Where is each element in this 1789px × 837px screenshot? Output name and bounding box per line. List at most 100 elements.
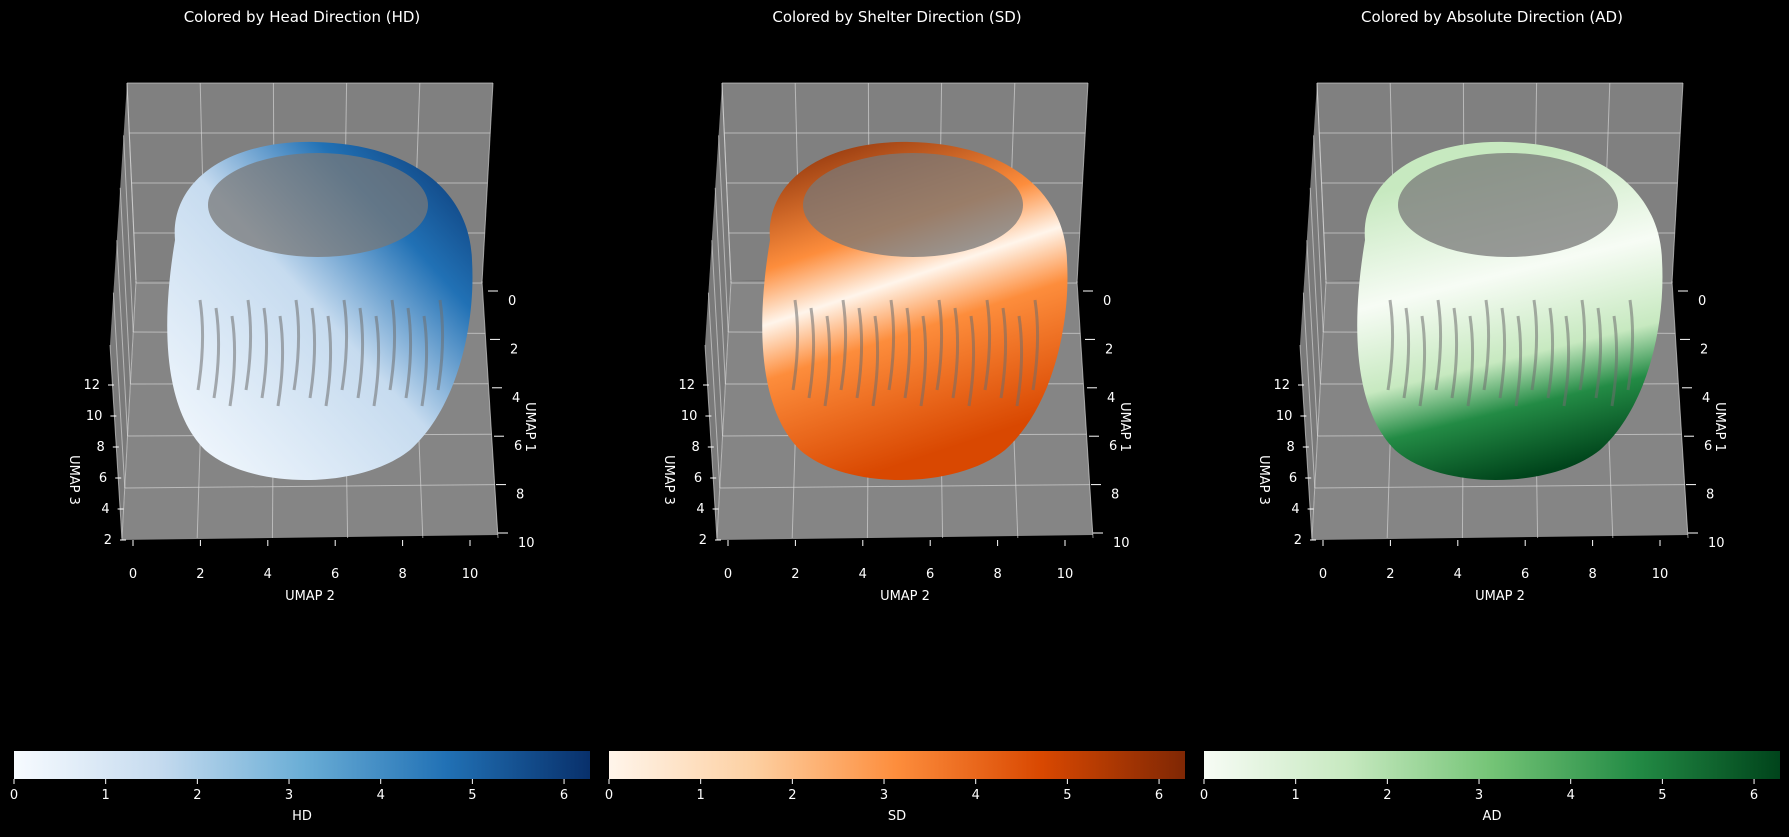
colorbar-tick-label: 2 xyxy=(193,788,201,803)
x-tick-label: 4 xyxy=(1454,567,1462,582)
y-tick-label: 2 xyxy=(510,342,518,357)
z-tick-label: 8 xyxy=(1287,440,1295,455)
x-axis-label: UMAP 2 xyxy=(285,589,335,604)
colorbar-tick-label: 3 xyxy=(285,788,293,803)
x-tick-label: 2 xyxy=(791,567,799,582)
y-tick-label: 0 xyxy=(1103,294,1111,309)
colorbar-tick-label: 6 xyxy=(1750,788,1758,803)
colorbar-tick-label: 4 xyxy=(1567,788,1575,803)
z-tick-label: 4 xyxy=(1291,502,1299,517)
chart-title: Colored by Head Direction (HD) xyxy=(184,8,421,26)
y-tick-label: 10 xyxy=(518,536,535,551)
point-cloud-hole xyxy=(1398,153,1618,257)
y-axis-label: UMAP 1 xyxy=(522,402,537,452)
colorbar-tick-label: 0 xyxy=(605,788,613,803)
y-tick-label: 8 xyxy=(516,488,524,503)
z-axis-label: UMAP 3 xyxy=(661,455,676,505)
colorbar xyxy=(609,751,1185,779)
x-axis-label: UMAP 2 xyxy=(1475,589,1525,604)
x-tick-label: 2 xyxy=(1386,567,1394,582)
colorbar xyxy=(14,751,590,779)
point-cloud-hole xyxy=(803,153,1023,257)
colorbar-tick-label: 5 xyxy=(1658,788,1666,803)
colorbar-tick-label: 4 xyxy=(377,788,385,803)
colorbar-tick-label: 3 xyxy=(880,788,888,803)
z-tick-label: 10 xyxy=(1276,409,1293,424)
z-tick-label: 12 xyxy=(1273,378,1290,393)
colorbar-tick-label: 0 xyxy=(1200,788,1208,803)
x-tick-label: 6 xyxy=(926,567,934,582)
z-tick-label: 6 xyxy=(1289,471,1297,486)
y-tick-label: 4 xyxy=(1702,391,1710,406)
z-tick-label: 10 xyxy=(86,409,103,424)
x-tick-label: 8 xyxy=(993,567,1001,582)
x-tick-label: 6 xyxy=(331,567,339,582)
chart-panel: Colored by Shelter Direction (SD) 2 4 6 8 10 1… xyxy=(605,8,1185,824)
y-tick-label: 8 xyxy=(1706,488,1714,503)
x-axis-label: UMAP 2 xyxy=(880,589,930,604)
y-tick-label: 8 xyxy=(1111,488,1119,503)
chart-panel: Colored by Head Direction (HD)24681012UM… xyxy=(10,8,590,824)
colorbar-tick-label: 5 xyxy=(1063,788,1071,803)
x-tick-label: 10 xyxy=(1057,567,1074,582)
colorbar-tick-label: 1 xyxy=(1292,788,1300,803)
y-tick-label: 10 xyxy=(1708,536,1725,551)
z-tick-label: 2 xyxy=(699,533,707,548)
z-tick-label: 4 xyxy=(101,502,109,517)
chart-title: Colored by Shelter Direction (SD) xyxy=(772,8,1021,26)
y-tick-label: 10 xyxy=(1113,536,1130,551)
colorbar-tick-label: 6 xyxy=(1155,788,1163,803)
z-axis-label: UMAP 3 xyxy=(1256,455,1271,505)
z-tick-label: 2 xyxy=(1294,533,1302,548)
colorbar-tick-label: 2 xyxy=(1383,788,1391,803)
x-tick-label: 2 xyxy=(196,567,204,582)
y-axis-label: UMAP 1 xyxy=(1712,402,1727,452)
y-tick-label: 6 xyxy=(1704,439,1712,454)
x-tick-label: 6 xyxy=(1521,567,1529,582)
y-tick-label: 6 xyxy=(1109,439,1117,454)
x-tick-label: 4 xyxy=(859,567,867,582)
colorbar-label: HD xyxy=(292,809,312,824)
colorbar-tick-label: 5 xyxy=(468,788,476,803)
chart-title: Colored by Absolute Direction (AD) xyxy=(1361,8,1623,26)
z-tick-label: 2 xyxy=(104,533,112,548)
chart-panel: Colored by Absolute Direction (AD)246810… xyxy=(1200,8,1780,824)
x-tick-label: 0 xyxy=(724,567,732,582)
y-tick-label: 0 xyxy=(508,294,516,309)
y-axis-label: UMAP 1 xyxy=(1117,402,1132,452)
colorbar-tick-label: 1 xyxy=(102,788,110,803)
colorbar-label: AD xyxy=(1483,809,1502,824)
colorbar-tick-label: 3 xyxy=(1475,788,1483,803)
z-axis-label: UMAP 3 xyxy=(66,455,81,505)
y-tick-label: 6 xyxy=(514,439,522,454)
y-tick-label: 0 xyxy=(1698,294,1706,309)
x-tick-label: 10 xyxy=(1652,567,1669,582)
z-tick-label: 6 xyxy=(99,471,107,486)
colorbar-label: SD xyxy=(888,809,906,824)
colorbar-tick-label: 0 xyxy=(10,788,18,803)
x-tick-label: 8 xyxy=(398,567,406,582)
z-tick-label: 6 xyxy=(694,471,702,486)
y-tick-label: 4 xyxy=(1107,391,1115,406)
x-tick-label: 4 xyxy=(264,567,272,582)
z-tick-label: 10 xyxy=(681,409,698,424)
y-tick-label: 2 xyxy=(1105,342,1113,357)
x-tick-label: 10 xyxy=(462,567,479,582)
colorbar-tick-label: 2 xyxy=(788,788,796,803)
x-tick-label: 0 xyxy=(1319,567,1327,582)
z-tick-label: 4 xyxy=(696,502,704,517)
colorbar xyxy=(1204,751,1780,779)
z-tick-label: 8 xyxy=(692,440,700,455)
y-tick-label: 4 xyxy=(512,391,520,406)
colorbar-tick-label: 6 xyxy=(560,788,568,803)
y-tick-label: 2 xyxy=(1700,342,1708,357)
z-tick-label: 12 xyxy=(678,378,695,393)
point-cloud-hole xyxy=(208,153,428,257)
x-tick-label: 0 xyxy=(129,567,137,582)
z-tick-label: 8 xyxy=(97,440,105,455)
z-tick-label: 12 xyxy=(83,378,100,393)
colorbar-tick-label: 4 xyxy=(972,788,980,803)
x-tick-label: 8 xyxy=(1588,567,1596,582)
